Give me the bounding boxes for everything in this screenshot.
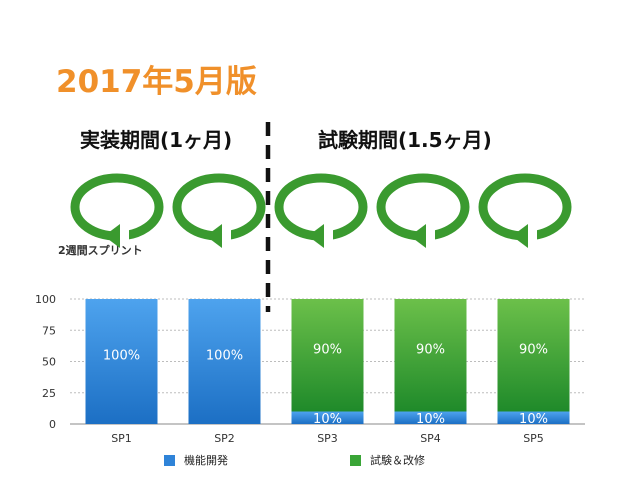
x-tick-label: SP2: [214, 432, 235, 445]
bar-segment: [497, 411, 570, 424]
sprint-cycle-icon: [274, 173, 368, 248]
sprint-cycle-icon: [172, 173, 266, 248]
data-label: 100%: [206, 348, 243, 363]
implementation-phase-label: 実装期間(1ヶ月): [80, 128, 233, 152]
x-tick-label: SP5: [523, 432, 544, 445]
sprint-cycle-icon: [70, 173, 164, 248]
data-label: 90%: [313, 343, 342, 358]
y-tick-label: 75: [42, 324, 56, 337]
legend-test: 試験＆改修: [350, 452, 425, 468]
data-label: 90%: [416, 343, 445, 358]
bar-segment: [291, 299, 364, 412]
sprint-cycle-icon: [478, 173, 572, 248]
legend-test-swatch: [350, 454, 361, 466]
y-tick-label: 0: [49, 418, 56, 431]
sprint-length-note: 2週間スプリント: [58, 244, 143, 257]
data-label: 10%: [313, 412, 342, 427]
bar-segment: [291, 411, 364, 424]
data-label: 10%: [519, 412, 548, 427]
bar-segment: [394, 411, 467, 424]
sprint-cycle-icon: [376, 173, 470, 248]
bar-segment: [188, 299, 261, 424]
legend-feature-swatch: [164, 454, 175, 466]
bar-segment: [394, 299, 467, 412]
y-tick-label: 100: [35, 293, 56, 306]
y-tick-label: 50: [42, 356, 56, 369]
data-label: 100%: [103, 348, 140, 363]
testing-phase-label: 試験期間(1.5ヶ月): [318, 128, 492, 152]
legend-feature-label: 機能開発: [184, 454, 228, 467]
legend-test-label: 試験＆改修: [370, 454, 425, 467]
x-tick-label: SP3: [317, 432, 338, 445]
data-label: 90%: [519, 343, 548, 358]
legend-feature: 機能開発: [164, 452, 228, 468]
page-title: 2017年5月版: [56, 64, 257, 100]
y-tick-label: 25: [42, 387, 56, 400]
x-tick-label: SP1: [111, 432, 132, 445]
data-label: 10%: [416, 412, 445, 427]
bar-segment: [85, 299, 158, 424]
x-tick-label: SP4: [420, 432, 441, 445]
bar-segment: [497, 299, 570, 412]
